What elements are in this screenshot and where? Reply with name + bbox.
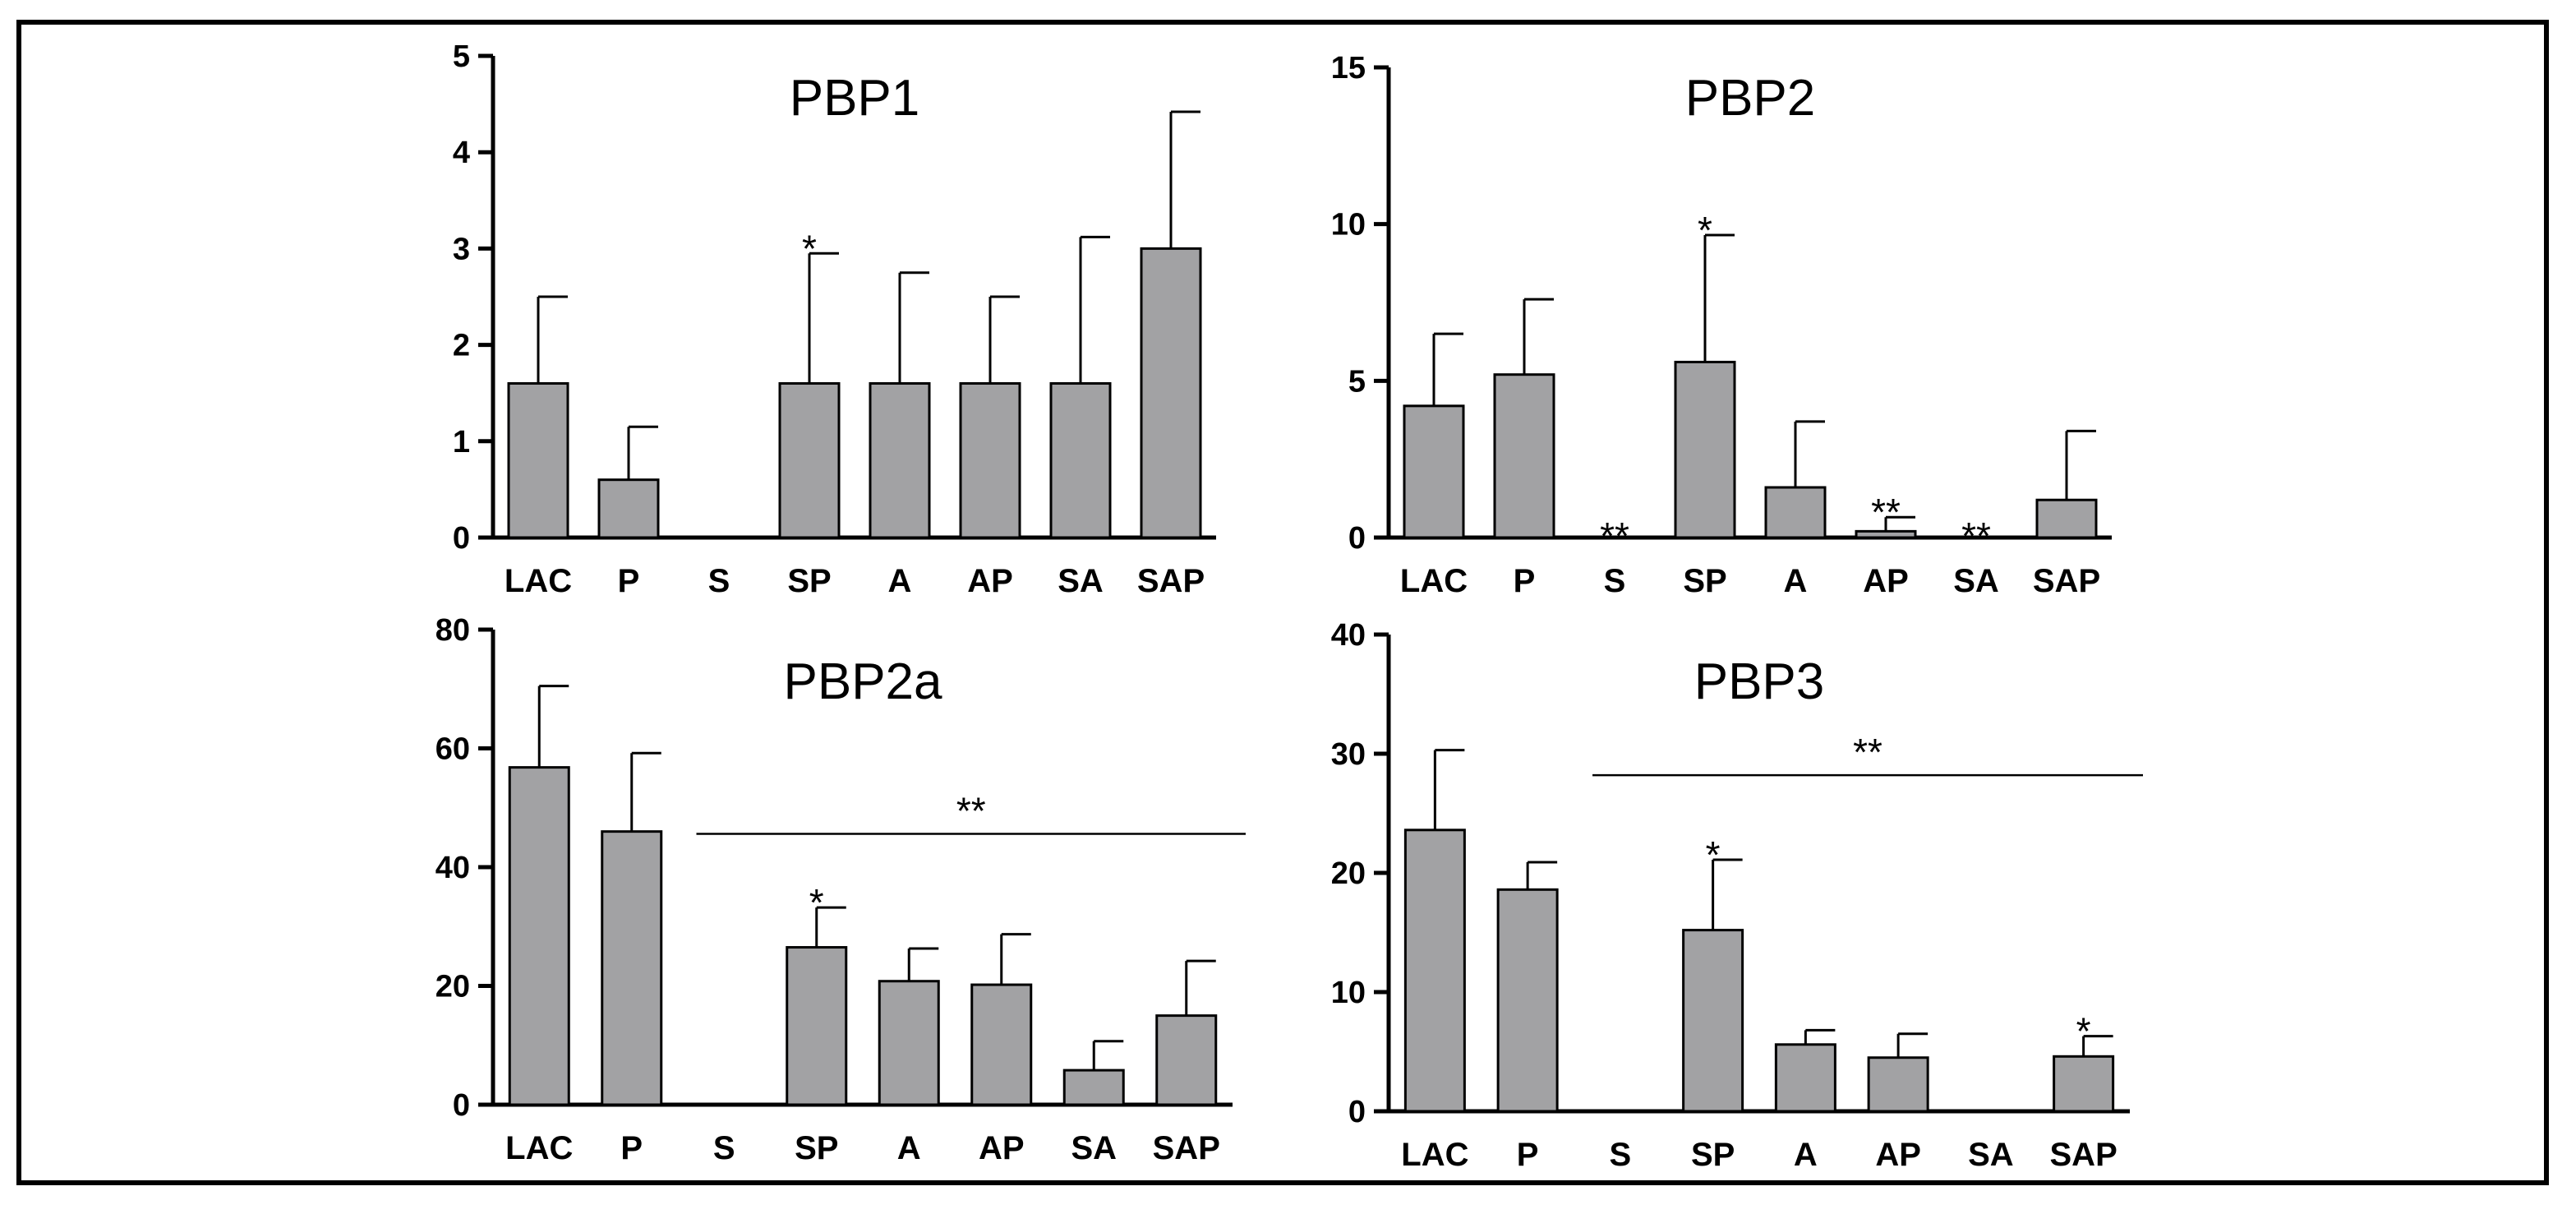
y-tick-label: 15 [1331,51,1366,85]
bar-p [601,830,663,1106]
x-tick-label: SP [1683,563,1726,599]
bar-sp [1682,929,1744,1113]
bar-sap [2035,498,2098,539]
y-tick-label: 0 [1348,521,1366,556]
y-tick-label: 40 [1331,618,1366,653]
bar-ap [959,381,1021,539]
x-tick-label: A [1794,1137,1818,1173]
x-tick-label: AP [1875,1137,1921,1173]
bar-p [597,478,660,539]
bar-sap [2053,1055,2115,1113]
y-tick-label: 5 [453,39,470,74]
x-tick-label: LAC [505,1130,573,1166]
x-tick-label: SAP [2050,1137,2117,1173]
y-tick-label: 20 [435,970,470,1004]
x-tick-label: SAP [1137,563,1205,599]
x-tick-label: SA [1058,563,1104,599]
bar-a [1774,1043,1836,1113]
bar-p [1493,373,1555,539]
y-tick-label: 3 [453,232,470,266]
bar-sp [778,381,841,539]
bar-p [1496,888,1559,1113]
x-tick-label: SAP [1153,1130,1220,1166]
x-tick-label: AP [979,1130,1025,1166]
y-tick-label: 10 [1331,976,1366,1010]
y-tick-label: 10 [1331,208,1366,242]
chart-title: PBP1 [790,70,920,127]
significance-marker: * [802,227,817,270]
figure-frame [16,20,2549,1185]
x-tick-label: LAC [1400,563,1468,599]
x-tick-label: SA [1968,1137,2014,1173]
chart-panel-pbp1: PBP1 0 1 2 3 4 5 LAC P S SP A AP SA SAP * [453,39,1216,599]
x-tick-label: SP [795,1130,838,1166]
y-tick-label: 4 [453,136,470,170]
significance-marker: * [2076,1010,2091,1053]
x-tick-label: S [1610,1137,1632,1173]
y-tick-label: 5 [1348,364,1366,399]
x-tick-label: SAP [2033,563,2100,599]
significance-marker: ** [1871,491,1901,533]
group-significance-marker: ** [956,790,986,833]
x-tick-label: P [1514,563,1536,599]
chart-title: PBP3 [1694,653,1825,710]
x-tick-label: LAC [1401,1137,1468,1173]
chart-title: PBP2a [783,653,942,710]
y-tick-label: 80 [435,613,470,648]
bar-ap [1867,1056,1929,1113]
x-tick-label: SA [1071,1130,1117,1166]
y-tick-label: 20 [1331,856,1366,891]
y-tick-label: 60 [435,732,470,767]
y-tick-label: 40 [435,851,470,885]
y-tick-label: 2 [453,329,470,363]
bar-a [869,381,931,539]
y-tick-label: 0 [453,1088,470,1123]
bar-sap [1155,1014,1218,1106]
significance-marker: ** [1600,515,1629,557]
bar-sa [1062,1069,1125,1106]
x-tick-label: S [1604,563,1626,599]
bar-a [1764,486,1827,539]
bar-lac [507,381,569,539]
y-tick-label: 1 [453,425,470,459]
bar-sp [786,946,848,1106]
bar-lac [508,766,570,1106]
x-tick-label: SA [1953,563,1999,599]
x-tick-label: SP [1691,1137,1735,1173]
x-tick-label: P [620,1130,643,1166]
x-tick-label: P [1517,1137,1539,1173]
bar-sp [1674,360,1736,539]
x-tick-label: A [888,563,912,599]
significance-marker: * [1698,209,1712,252]
y-tick-label: 30 [1331,737,1366,772]
group-significance-marker: ** [1853,731,1882,773]
significance-marker: * [809,881,824,924]
x-tick-label: S [708,563,730,599]
x-tick-label: A [1784,563,1808,599]
bar-a [878,980,940,1106]
x-tick-label: S [713,1130,735,1166]
y-tick-label: 0 [1348,1095,1366,1129]
x-tick-label: P [618,563,640,599]
y-tick-label: 0 [453,521,470,556]
bar-lac [1403,829,1466,1113]
bar-lac [1403,404,1465,539]
chart-title: PBP2 [1685,70,1816,127]
bar-ap [970,983,1033,1106]
x-tick-label: LAC [505,563,572,599]
x-tick-label: AP [967,563,1013,599]
significance-marker: * [1706,833,1721,876]
significance-marker: ** [1961,515,1991,557]
x-tick-label: AP [1863,563,1909,599]
x-tick-label: A [897,1130,921,1166]
bar-sa [1049,381,1112,539]
bar-sap [1140,247,1202,539]
x-tick-label: SP [787,563,831,599]
